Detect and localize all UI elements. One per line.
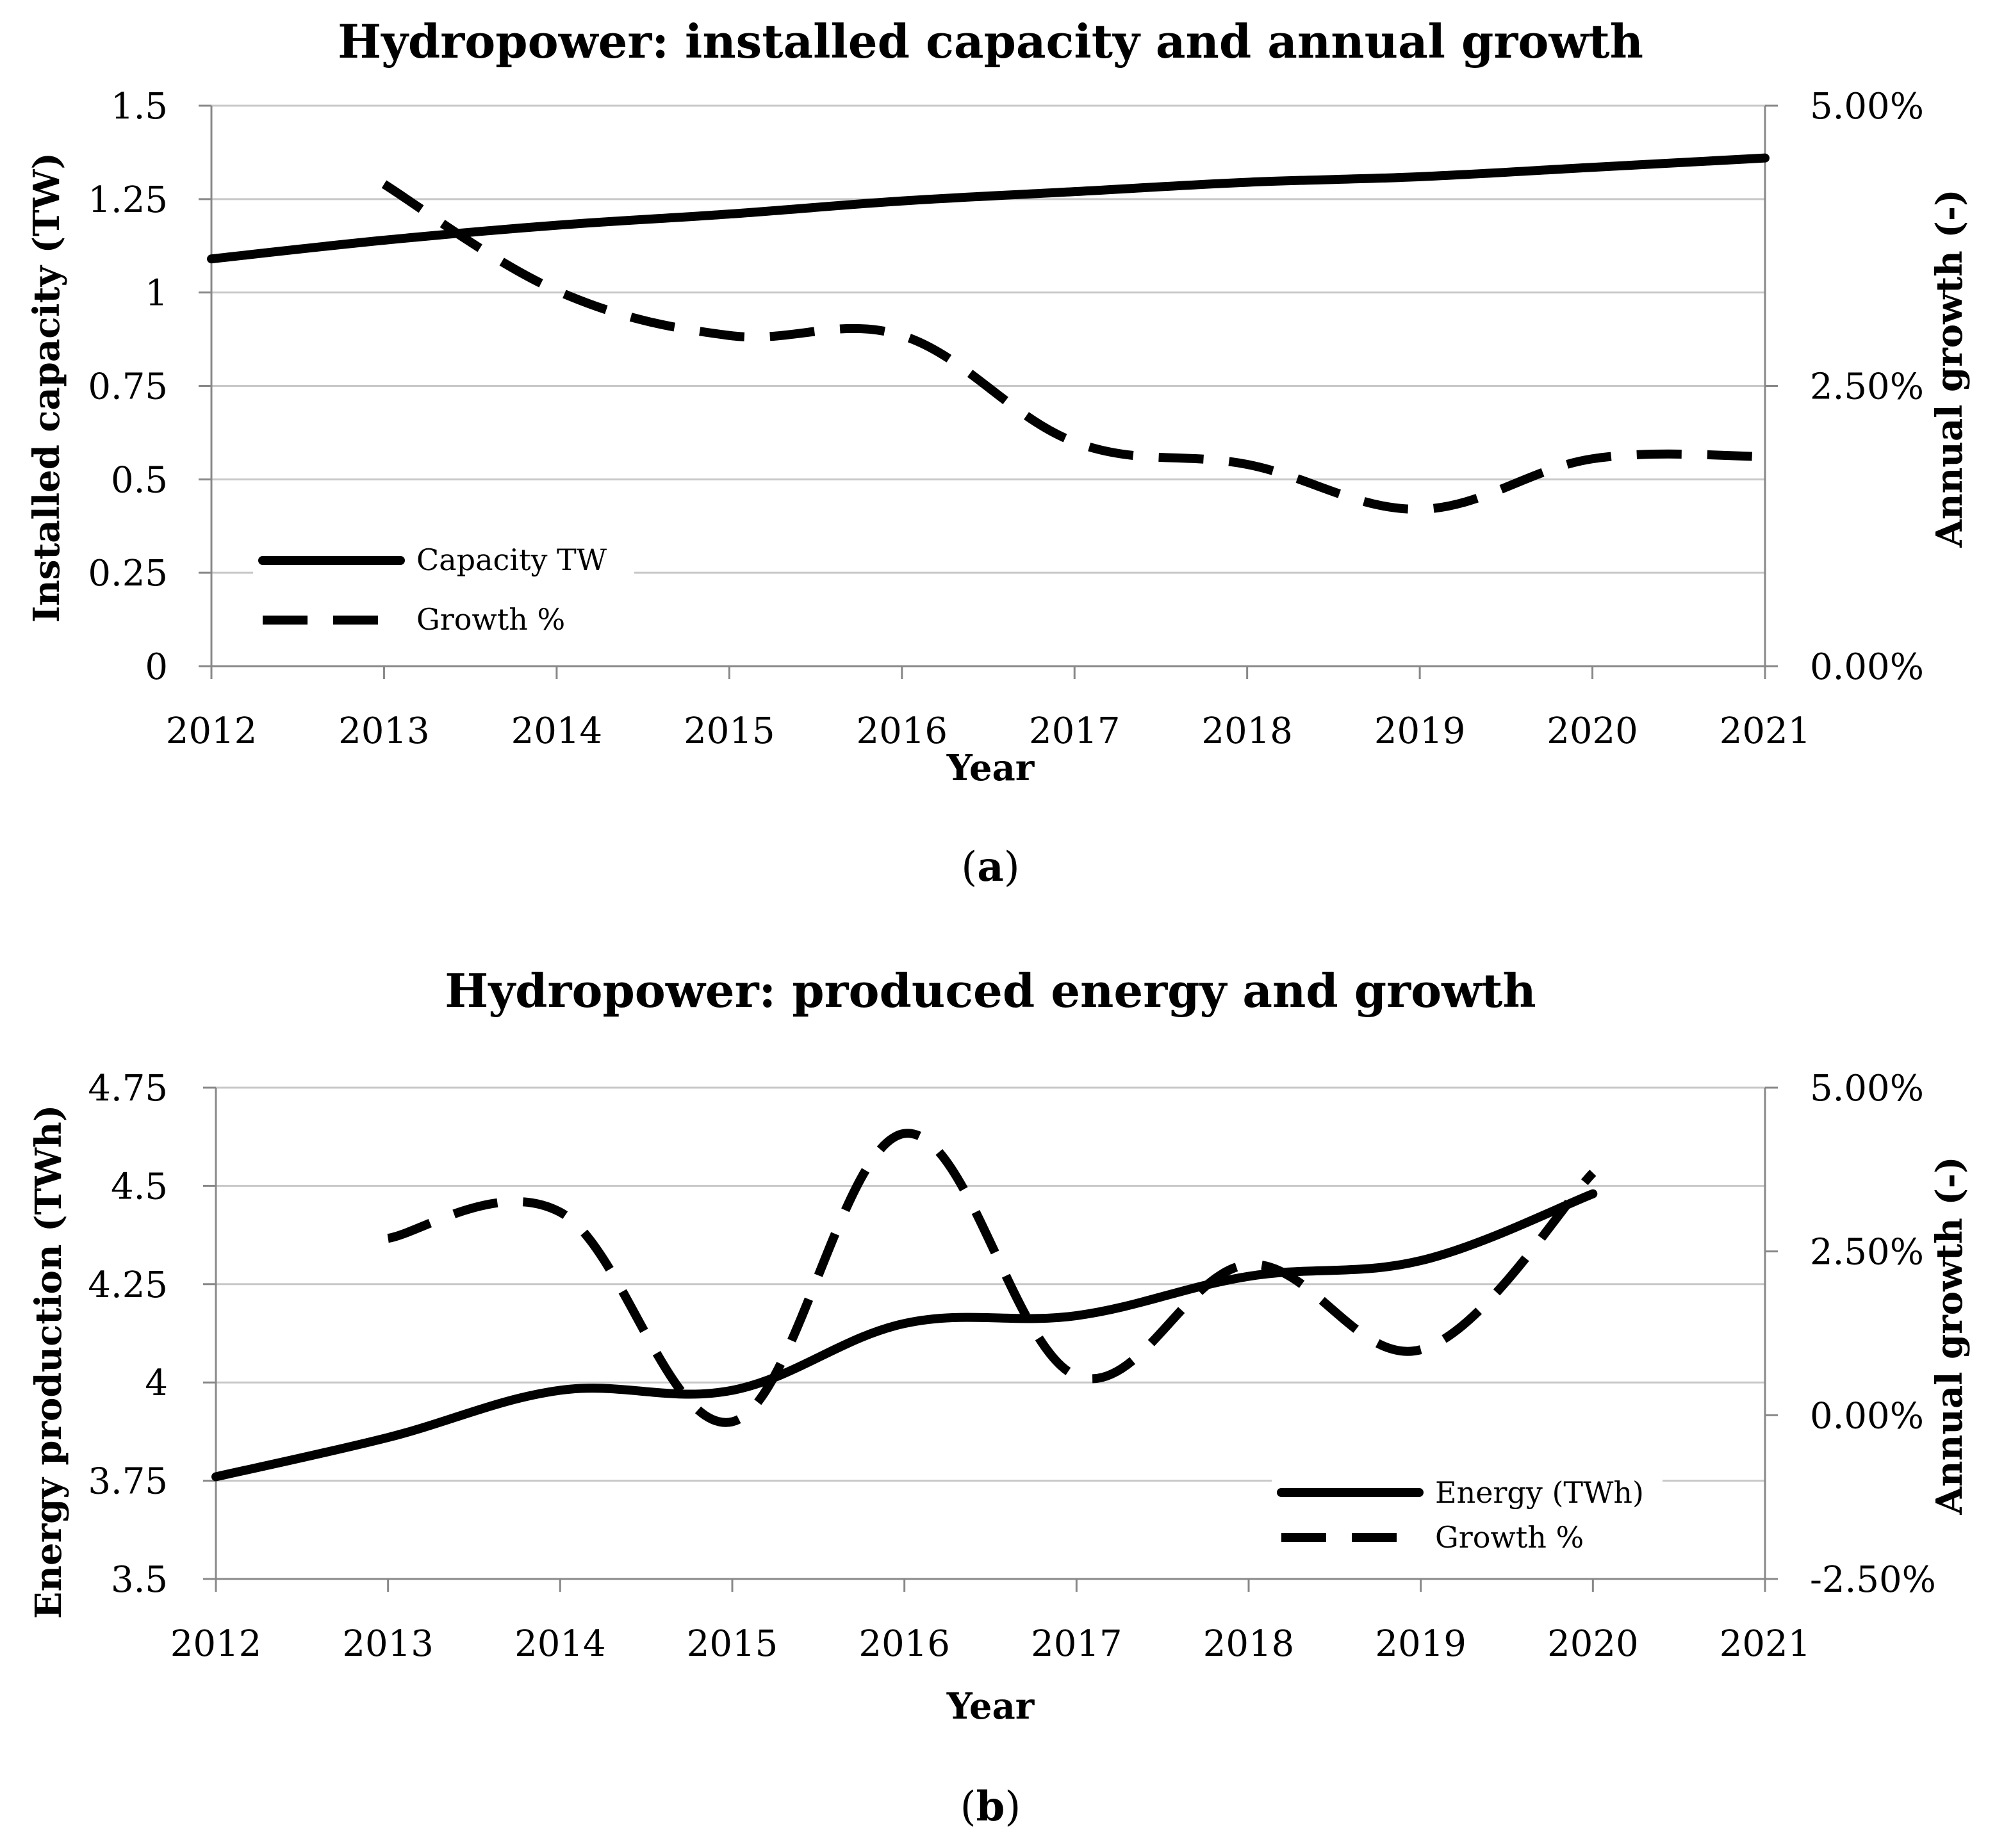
x-tick-label: 2015	[687, 1623, 778, 1665]
x-tick-label: 2020	[1547, 710, 1638, 752]
chart-b-y-axis-title: Energy production (TWh)	[28, 1105, 70, 1619]
chart-b-x-axis-title: Year	[946, 1685, 1035, 1728]
x-tick-label: 2016	[858, 1623, 950, 1665]
caption-a-open: (	[961, 844, 977, 891]
legend-label-capacity: Capacity TW	[416, 543, 607, 577]
y-tick-label: 1.25	[88, 179, 168, 221]
x-tick-label: 2013	[338, 710, 430, 752]
caption-b-open: (	[960, 1783, 976, 1831]
series-line-growth	[387, 1129, 1597, 1427]
x-tick-label: 2017	[1029, 710, 1121, 752]
x-tick-label: 2018	[1201, 710, 1293, 752]
legend-label-growth: Growth %	[416, 602, 565, 637]
chart-a-y-axis-title: Installed capacity (TW)	[26, 152, 68, 623]
y2-tick-label: 0.00%	[1810, 1395, 1924, 1437]
chart-a-x-ticks: 2012 2013 2014 2015 2016 2017 2018 2019 2020 2021	[166, 710, 1811, 752]
x-tick-label: 2014	[514, 1623, 606, 1665]
chart-b-title: Hydropower: produced energy and growth	[445, 963, 1536, 1018]
caption-b-close: )	[1005, 1783, 1021, 1831]
legend-label-energy: Energy (TWh)	[1435, 1475, 1644, 1510]
y2-tick-label: 2.50%	[1810, 366, 1924, 408]
y-tick-label: 0.75	[88, 366, 168, 408]
y2-tick-label: 5.00%	[1810, 86, 1924, 127]
chart-b-y2-ticks: -2.50% 0.00% 2.50% 5.00%	[1810, 1068, 1936, 1601]
x-tick-label: 2012	[166, 710, 258, 752]
y2-tick-label: -2.50%	[1810, 1559, 1936, 1601]
chart-a-x-axis-title: Year	[946, 747, 1035, 789]
x-tick-label: 2021	[1720, 710, 1811, 752]
x-tick-label: 2012	[170, 1623, 262, 1665]
x-tick-label: 2020	[1547, 1623, 1639, 1665]
series-line-growth	[381, 180, 1766, 514]
y-tick-label: 4	[145, 1362, 168, 1404]
chart-b-axes	[203, 1086, 1778, 1592]
chart-a-gridlines	[211, 104, 1765, 574]
chart-b-series	[211, 1129, 1598, 1482]
chart-a-series	[207, 153, 1770, 514]
y2-tick-label: 2.50%	[1810, 1232, 1924, 1273]
chart-a-legend: Capacity TW Growth %	[253, 535, 634, 647]
y2-tick-label: 5.00%	[1810, 1068, 1924, 1109]
chart-b-x-ticks: 2012 2013 2014 2015 2016 2017 2018 2019 2020 2021	[170, 1623, 1811, 1665]
caption-a-close: )	[1004, 844, 1020, 891]
chart-a-y2-axis-title: Annual growth (-)	[1928, 189, 1971, 548]
y-tick-label: 4.25	[88, 1264, 168, 1306]
y-tick-label: 0.25	[88, 553, 168, 594]
legend-background	[1272, 1464, 1663, 1566]
y-tick-label: 0.5	[111, 459, 168, 501]
y2-tick-label: 0.00%	[1810, 646, 1924, 688]
y-tick-label: 3.75	[88, 1461, 168, 1503]
x-tick-label: 2019	[1374, 710, 1466, 752]
y-tick-label: 1	[145, 273, 168, 315]
caption-b: (b)	[960, 1783, 1021, 1831]
series-line-energy-twh	[211, 1189, 1598, 1482]
y-tick-label: 4.5	[111, 1166, 168, 1207]
x-tick-label: 2021	[1720, 1623, 1811, 1665]
legend-label-growth: Growth %	[1435, 1520, 1584, 1555]
chart-a-y-ticks: 0 0.25 0.5 0.75 1 1.25 1.5	[88, 86, 168, 688]
x-tick-label: 2013	[342, 1623, 434, 1665]
y-tick-label: 1.5	[111, 86, 168, 127]
y-tick-label: 3.5	[111, 1559, 168, 1601]
x-tick-label: 2015	[684, 710, 775, 752]
y-tick-label: 0	[145, 646, 168, 688]
x-tick-label: 2014	[511, 710, 603, 752]
x-tick-label: 2016	[857, 710, 948, 752]
x-tick-label: 2017	[1031, 1623, 1122, 1665]
caption-a-letter: a	[977, 843, 1003, 891]
y-tick-label: 4.75	[88, 1068, 168, 1109]
chart-b-y2-axis-title: Annual growth (-)	[1928, 1156, 1971, 1515]
chart-a-axes	[199, 104, 1778, 679]
chart-a: Hydropower: installed capacity and annua…	[26, 14, 1971, 891]
chart-a-title: Hydropower: installed capacity and annua…	[338, 14, 1643, 69]
chart-a-y2-ticks: 0.00% 2.50% 5.00%	[1810, 86, 1924, 688]
chart-b: Hydropower: produced energy and growth 3…	[28, 963, 1971, 1831]
x-tick-label: 2018	[1203, 1623, 1295, 1665]
series-line-capacity-tw	[207, 153, 1770, 264]
legend-background	[253, 535, 634, 647]
caption-b-letter: b	[976, 1783, 1005, 1831]
chart-b-y-ticks: 3.5 3.75 4 4.25 4.5 4.75	[88, 1068, 168, 1601]
x-tick-label: 2019	[1375, 1623, 1466, 1665]
chart-b-legend: Energy (TWh) Growth %	[1272, 1464, 1663, 1566]
caption-a: (a)	[961, 843, 1019, 891]
